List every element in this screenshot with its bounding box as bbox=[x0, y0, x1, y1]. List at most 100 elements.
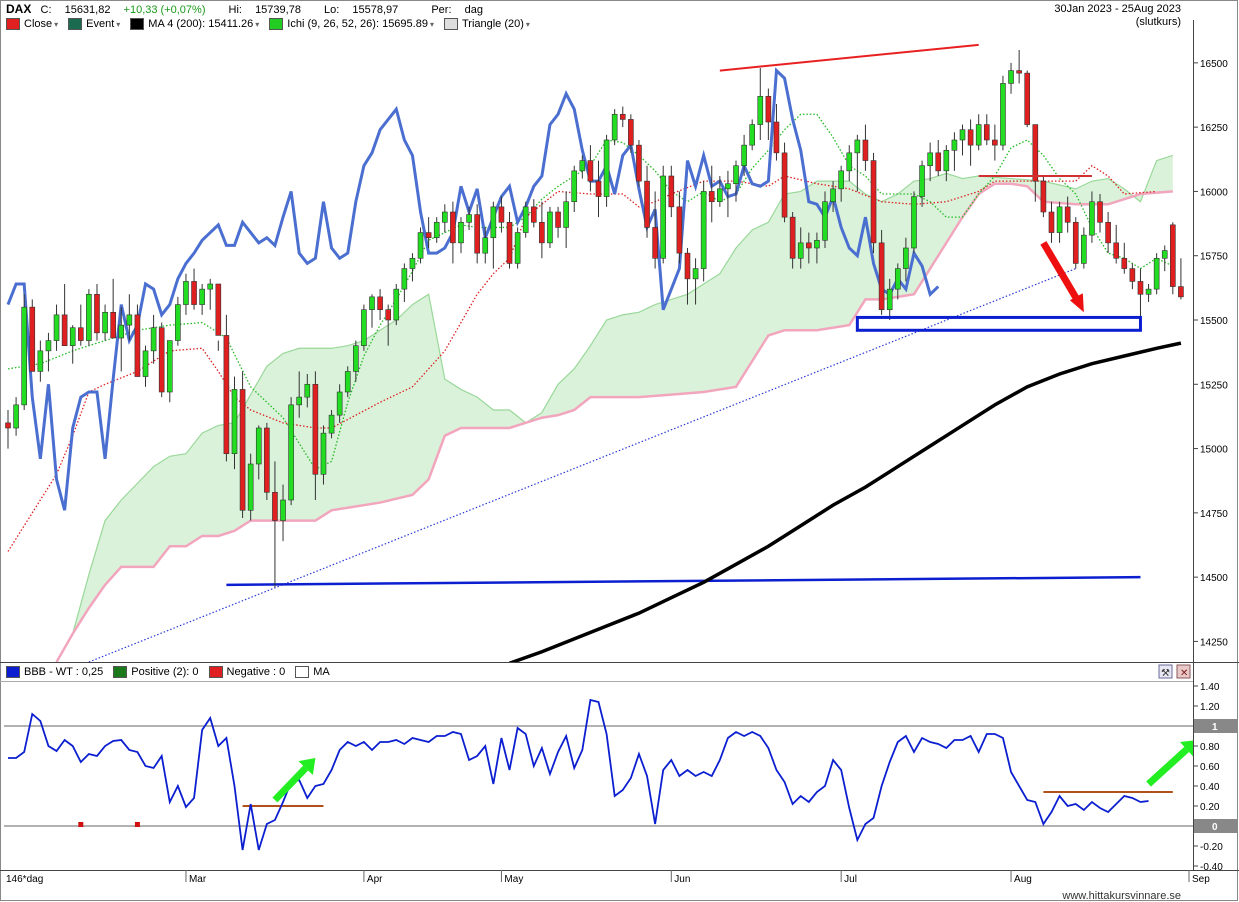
candle-body bbox=[652, 227, 658, 259]
candle-body bbox=[514, 232, 521, 264]
candle-body bbox=[377, 296, 383, 311]
candle-body bbox=[700, 191, 707, 269]
candle-body bbox=[199, 288, 205, 305]
chevron-down-icon[interactable]: ▾ bbox=[255, 20, 260, 29]
chevron-down-icon[interactable]: ▾ bbox=[429, 20, 434, 29]
period-value: dag bbox=[464, 4, 483, 16]
candle-body bbox=[94, 293, 100, 334]
chevron-down-icon[interactable]: ▾ bbox=[54, 20, 59, 29]
main-legend-item[interactable]: Close ▾ bbox=[6, 18, 59, 31]
candle-body bbox=[29, 306, 36, 372]
candle-body bbox=[1129, 268, 1136, 282]
main-legend-item[interactable]: Triangle (20) ▾ bbox=[443, 18, 530, 31]
candle-body bbox=[498, 206, 505, 223]
candle-body bbox=[595, 180, 602, 197]
candle-body bbox=[555, 211, 561, 228]
settings-icon[interactable] bbox=[1158, 664, 1173, 679]
candle-body bbox=[215, 283, 222, 336]
candle-body bbox=[1056, 206, 1063, 233]
candle-body bbox=[5, 422, 11, 429]
candle-body bbox=[442, 211, 448, 223]
main-legend-label: Event bbox=[86, 18, 115, 30]
candle-body bbox=[134, 314, 141, 377]
candle-body bbox=[1048, 211, 1055, 233]
candle-body bbox=[943, 149, 950, 172]
candle-body bbox=[919, 165, 925, 197]
green-arrow-mar-head bbox=[298, 758, 316, 776]
candle-body bbox=[684, 252, 691, 280]
candle-body bbox=[191, 281, 197, 305]
price-mode: (slutkurs) bbox=[1135, 16, 1181, 28]
chevron-down-icon[interactable]: ▾ bbox=[525, 20, 530, 29]
x-tick-label: Aug bbox=[1014, 874, 1032, 885]
candle-body bbox=[765, 95, 772, 123]
candle-body bbox=[862, 139, 869, 161]
candle-body bbox=[45, 340, 52, 352]
candle-body bbox=[433, 221, 440, 239]
osc-plot bbox=[4, 698, 1193, 851]
change-value: +10,33 (+0,07%) bbox=[123, 4, 206, 16]
candle-body bbox=[781, 152, 788, 218]
candle-body bbox=[741, 144, 747, 167]
resistance-trendline bbox=[719, 43, 979, 72]
candle-body bbox=[264, 427, 270, 493]
main-legend-item[interactable]: MA 4 (200): 15411.26 ▾ bbox=[130, 18, 260, 31]
candle-body bbox=[150, 327, 157, 352]
candle-body bbox=[522, 206, 529, 233]
ichimoku-cloud bbox=[56, 155, 1173, 662]
candle-body bbox=[822, 201, 828, 241]
chevron-down-icon[interactable]: ▾ bbox=[116, 20, 121, 29]
candle-body bbox=[725, 183, 731, 190]
close-label: C: bbox=[40, 4, 52, 16]
candle-body bbox=[110, 311, 116, 339]
main-legend-item[interactable]: Event ▾ bbox=[68, 18, 121, 31]
support-line-14500 bbox=[226, 575, 1141, 587]
osc-y-tick-label: -0.20 bbox=[1200, 842, 1223, 853]
candle-body bbox=[757, 95, 764, 125]
candle-body bbox=[158, 327, 165, 393]
candle-body bbox=[37, 350, 44, 372]
y-tick-label: 16500 bbox=[1200, 59, 1228, 70]
candle-body bbox=[466, 214, 472, 223]
x-range-label: 146*dag bbox=[6, 874, 43, 885]
header-bar: DAX C: 15631,82 +10,33 (+0,07%) Hi: 1573… bbox=[6, 3, 503, 17]
candle-body bbox=[118, 324, 125, 339]
osc-legend-item[interactable]: MA bbox=[295, 666, 330, 679]
candle-body bbox=[288, 404, 294, 501]
x-tick-label: Jun bbox=[674, 874, 690, 885]
candle-body bbox=[603, 139, 610, 197]
osc-legend-label: MA bbox=[313, 666, 330, 678]
candle-body bbox=[61, 314, 68, 347]
period-label: Per: bbox=[431, 4, 452, 16]
close-icon[interactable] bbox=[1176, 664, 1191, 679]
osc-legend-swatch bbox=[295, 666, 310, 679]
candle-body bbox=[628, 119, 634, 146]
date-range-box: 30Jan 2023 - 25Aug 2023 (slutkurs) bbox=[1054, 3, 1181, 29]
candle-body bbox=[708, 191, 715, 203]
candle-body bbox=[1072, 221, 1079, 264]
osc-legend-item[interactable]: Negative : 0 bbox=[208, 666, 285, 679]
candle-body bbox=[911, 196, 917, 249]
candle-body bbox=[69, 327, 76, 347]
main-legend-label: Close bbox=[24, 18, 53, 30]
candle-body bbox=[344, 371, 351, 393]
x-tick-label: Apr bbox=[367, 874, 383, 885]
candle-body bbox=[1032, 124, 1039, 182]
candle-body bbox=[1113, 242, 1120, 259]
candle-body bbox=[353, 345, 359, 372]
hi-value: 15739,78 bbox=[255, 4, 301, 16]
negative-marker bbox=[78, 822, 84, 827]
osc-legend-item[interactable]: BBB - WT : 0,25 bbox=[6, 666, 103, 679]
candle-body bbox=[733, 165, 739, 185]
main-legend-item[interactable]: Ichi (9, 26, 52, 26): 15695.89 ▾ bbox=[269, 18, 434, 31]
y-tick-label: 14500 bbox=[1200, 573, 1228, 584]
main-legend-swatch bbox=[443, 18, 458, 31]
candle-body bbox=[490, 206, 497, 239]
candle-body bbox=[806, 242, 812, 249]
osc-legend-label: Positive (2): 0 bbox=[131, 666, 199, 678]
candle-body bbox=[983, 124, 990, 141]
candle-body bbox=[1097, 201, 1103, 223]
osc-legend-item[interactable]: Positive (2): 0 bbox=[113, 666, 199, 679]
x-tick-label: Mar bbox=[189, 874, 207, 885]
